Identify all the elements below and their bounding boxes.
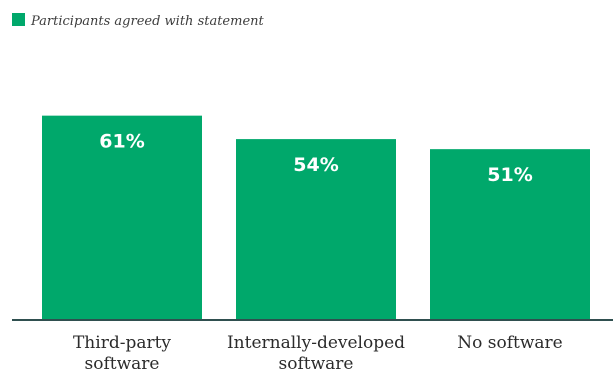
bar-value-label-1: 61%: [99, 131, 144, 153]
category-label-1: Third-party software: [73, 333, 171, 374]
bar-1: [42, 115, 202, 321]
bar-value-label-3: 51%: [487, 164, 532, 186]
chart-legend: Participants agreed with statement: [12, 13, 265, 29]
bar-3: [430, 149, 590, 320]
bar-value-labels: 61% 54% 51%: [99, 131, 532, 187]
category-label-2: Internally-developed software: [227, 333, 405, 374]
bar-value-label-2: 54%: [293, 154, 338, 176]
bar-2: [236, 139, 396, 320]
category-label-3: No software: [457, 333, 562, 353]
category-labels: Third-party software Internally-developed s…: [73, 333, 563, 374]
bars-group: [42, 115, 590, 321]
legend-label: Participants agreed with statement: [30, 14, 265, 29]
legend-swatch: [12, 13, 25, 26]
